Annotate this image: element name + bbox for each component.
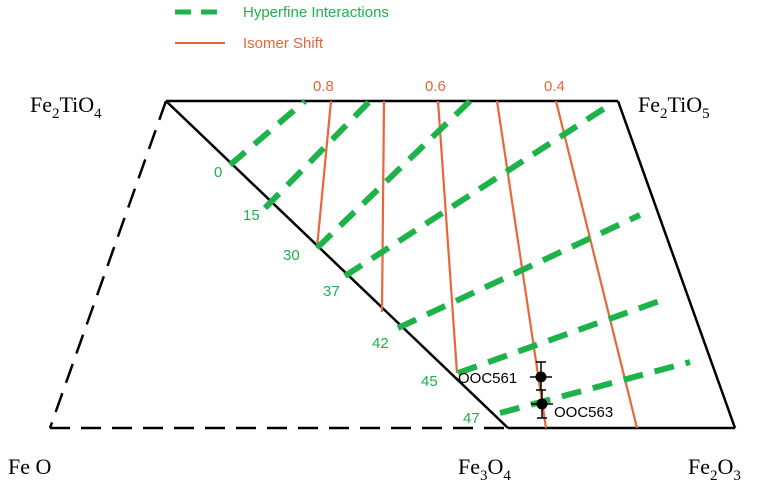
vertex-label-bottom-right: Fe2O3 (688, 454, 741, 484)
sample-marker (535, 371, 547, 383)
sample-points: OOC561 OOC563 (458, 361, 613, 421)
isomer-line (315, 100, 333, 249)
sample-label-ooc561: OOC561 (458, 370, 517, 387)
hyperfine-line (343, 103, 610, 279)
isomer-label: 0.4 (544, 78, 565, 95)
hyperfine-label: 42 (372, 335, 389, 352)
frame-left-dashed-edge (48, 100, 168, 429)
sample-marker (536, 398, 548, 410)
sample-ooc563 (531, 390, 553, 419)
vertex-label-top-right: Fe2TiO5 (638, 92, 710, 122)
hyperfine-line (456, 295, 670, 376)
hyperfine-line (228, 98, 307, 168)
hyperfine-label: 45 (421, 373, 438, 390)
isomer-line (436, 100, 459, 374)
frame-right-edge (616, 100, 737, 429)
vertex-label-bottom-mid: Fe3O4 (458, 454, 511, 484)
hyperfine-line (262, 98, 373, 211)
vertex-label-top-left: Fe2TiO4 (30, 92, 102, 122)
hyperfine-label: 15 (243, 207, 260, 224)
hyperfine-line (396, 212, 642, 331)
sample-ooc561 (530, 361, 552, 391)
vertex-labels: Fe2TiO4 Fe2TiO5 Fe O Fe3O4 Fe2O3 (8, 92, 741, 484)
isomer-labels: 0.8 0.6 0.4 (313, 78, 565, 95)
hyperfine-label: 47 (463, 410, 480, 427)
hyperfine-line (314, 98, 473, 251)
isomer-label: 0.6 (425, 78, 446, 95)
hyperfine-label: 37 (323, 283, 340, 300)
vertex-label-bottom-left: Fe O (8, 454, 51, 479)
sample-label-ooc563: OOC563 (554, 404, 613, 421)
isomer-line (380, 100, 386, 313)
isomer-line (554, 100, 639, 429)
hyperfine-label: 30 (283, 247, 300, 264)
frame-diagonal-edge (165, 100, 509, 429)
legend-isomer-label: Isomer Shift (243, 35, 324, 52)
legend: Hyperfine Interactions Isomer Shift (175, 4, 389, 52)
hyperfine-labels: 0 15 30 37 42 45 47 (214, 164, 480, 427)
isomer-label: 0.8 (313, 78, 334, 95)
legend-hyperfine-label: Hyperfine Interactions (243, 4, 389, 21)
hyperfine-label: 0 (214, 164, 222, 181)
frame (48, 99, 737, 430)
